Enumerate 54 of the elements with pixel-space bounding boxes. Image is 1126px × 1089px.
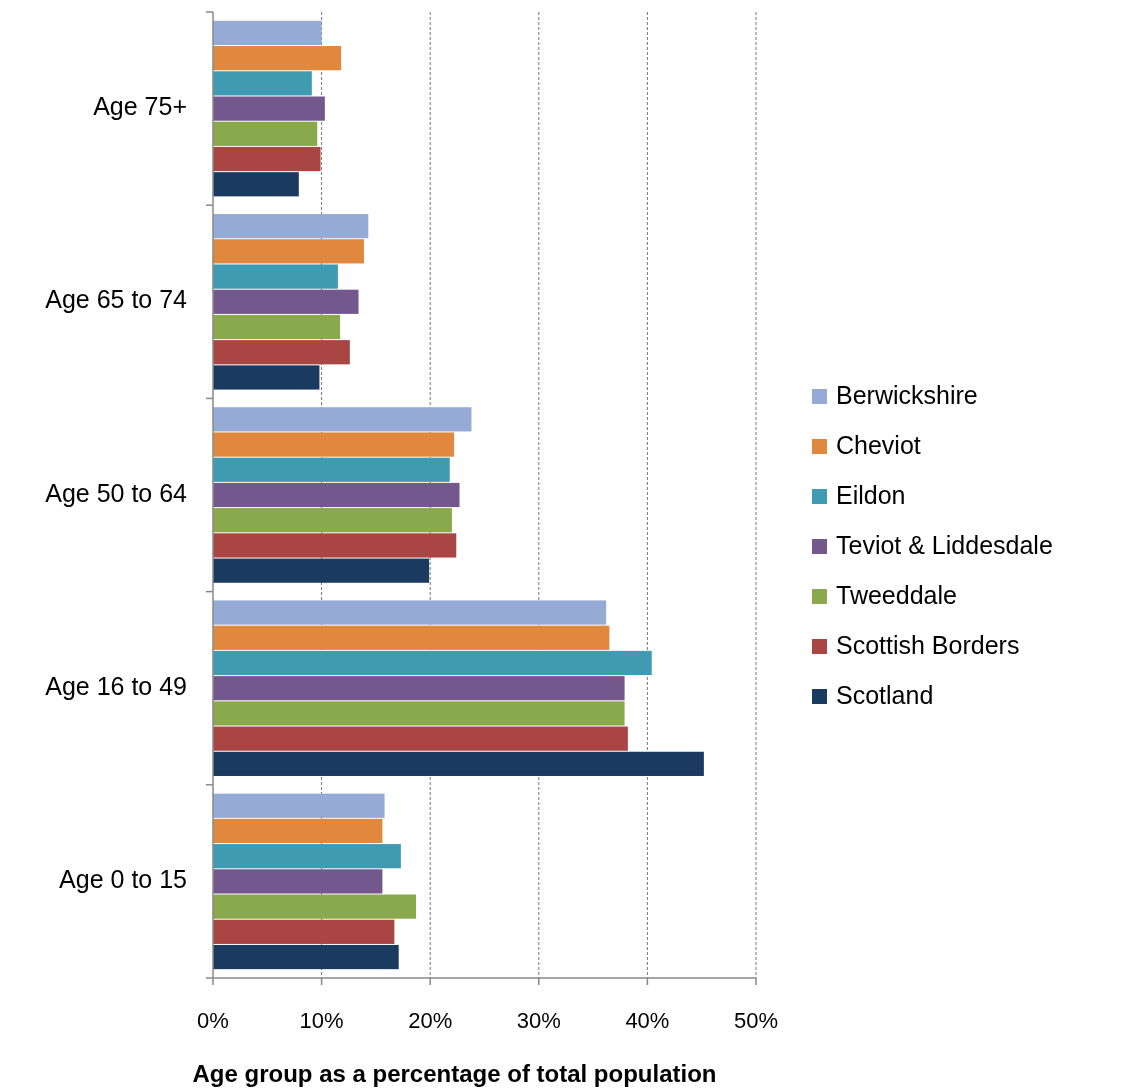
y-tick-label: Age 16 to 49 [45,671,187,700]
bar [213,121,318,146]
bar [213,844,401,869]
bar [213,894,417,919]
bar [213,558,430,583]
bar [213,625,610,650]
bar [213,919,395,944]
legend-label: Eildon [836,480,906,509]
x-tick-label: 10% [299,1008,344,1033]
bar [213,365,320,390]
bar [213,600,607,625]
bar [213,96,325,121]
bar [213,869,383,894]
bar [213,46,342,71]
bar [213,701,625,726]
bar [213,172,299,197]
legend-label: Teviot & Liddesdale [836,530,1053,559]
bar [213,944,399,970]
bar [213,793,385,818]
bar [213,676,625,701]
legend-label: Cheviot [836,430,921,459]
bar [213,71,312,96]
bar [213,289,359,314]
y-tick-label: Age 0 to 15 [59,865,187,894]
legend-label: Berwickshire [836,380,978,409]
x-tick-label: 50% [733,1008,779,1033]
bar [213,340,350,365]
bar [213,508,452,533]
bar [213,533,457,558]
bar [213,239,364,264]
x-tick-label: 20% [408,1008,453,1033]
bar [213,20,322,46]
bar [213,314,341,340]
y-tick-label: Age 65 to 74 [45,285,188,314]
bar [213,146,321,172]
x-tick-label: 30% [516,1008,561,1033]
legend-label: Tweeddale [836,580,957,609]
x-axis-title: Age group as a percentage of total population [192,1060,717,1087]
bar [213,726,628,751]
legend-label: Scottish Borders [836,630,1020,659]
y-tick-label: Age 50 to 64 [45,478,188,507]
bar [213,650,652,676]
y-tick-label: Age 75+ [93,92,187,121]
x-tick-label: 0% [197,1008,229,1033]
bar [213,432,455,457]
bar [213,264,338,289]
bar [213,751,704,776]
bar [213,482,460,508]
legend-label: Scotland [836,680,934,709]
bar [213,818,383,844]
bar [213,457,450,482]
x-tick-label: 40% [625,1008,670,1033]
bar [213,407,472,432]
bar [213,214,369,239]
